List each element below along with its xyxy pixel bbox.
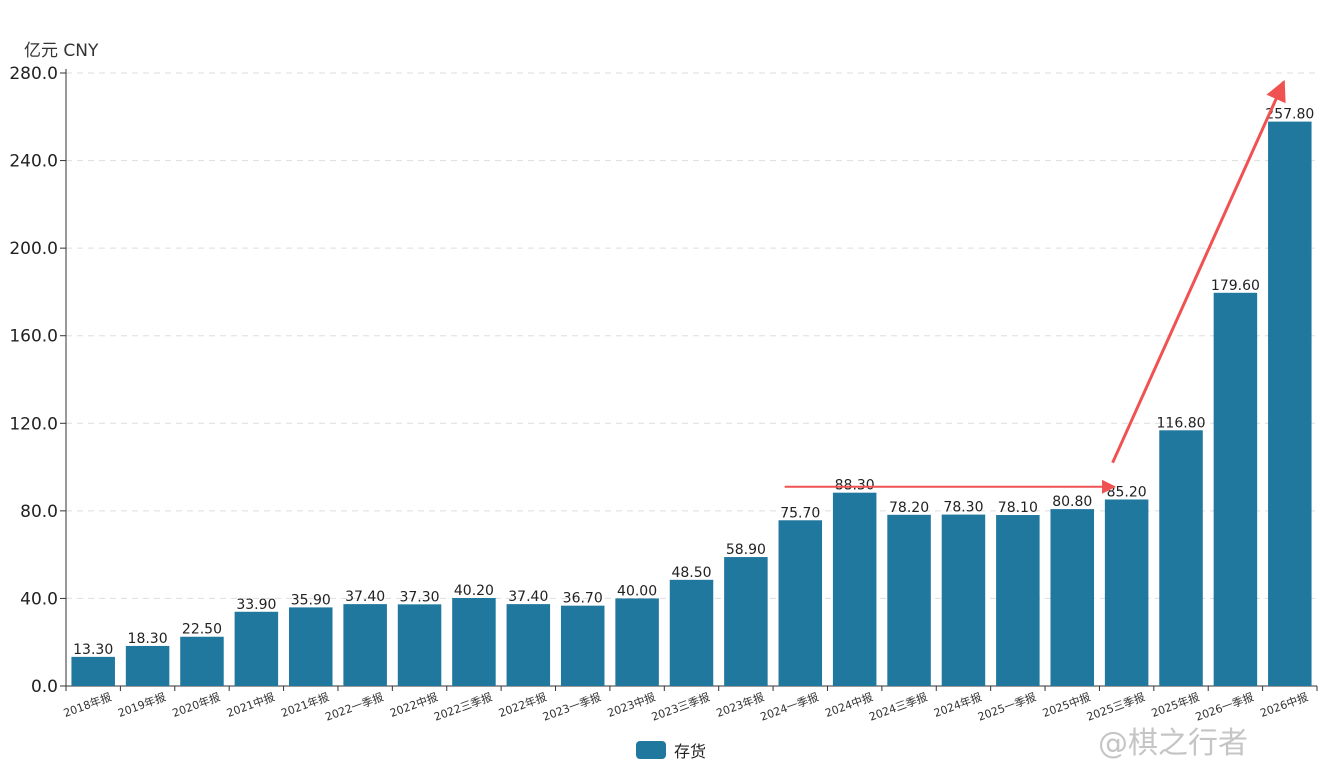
bar <box>996 515 1040 686</box>
x-tick-label: 2022一季报 <box>323 690 385 724</box>
bar-value-label: 48.50 <box>671 565 711 581</box>
bar-value-label: 40.00 <box>617 583 657 599</box>
bar <box>1159 430 1203 686</box>
bar-value-label: 78.30 <box>943 500 983 516</box>
x-tick-label: 2023一季报 <box>541 690 603 724</box>
y-tick-label: 240.0 <box>9 152 58 172</box>
bar <box>724 557 768 686</box>
bar <box>397 604 442 686</box>
legend-swatch <box>636 741 666 759</box>
surge-trend-arrow <box>1111 79 1286 464</box>
bar <box>832 492 877 686</box>
bar-value-label: 58.90 <box>726 542 766 558</box>
bar <box>560 605 605 686</box>
bar-value-label: 257.80 <box>1265 107 1314 123</box>
bar-value-label: 18.30 <box>128 631 168 647</box>
bar-value-label: 179.60 <box>1211 278 1260 294</box>
bar-value-label: 85.20 <box>1107 484 1147 500</box>
x-tick-label: 2022中报 <box>388 690 440 720</box>
bar-value-label: 75.70 <box>780 505 820 521</box>
y-tick-label: 120.0 <box>9 414 58 434</box>
legend-label: 存货 <box>674 742 707 761</box>
x-tick-label: 2024三季报 <box>867 690 929 724</box>
x-tick-label: 2023三季报 <box>649 690 711 724</box>
watermark: @棋之行者 <box>1098 726 1248 761</box>
y-tick-label: 160.0 <box>9 327 58 347</box>
bar-value-label: 37.30 <box>399 589 439 605</box>
bar-value-label: 78.10 <box>998 500 1038 516</box>
y-axis-unit-label: 亿元 CNY <box>24 41 99 61</box>
x-tick-label: 2019年报 <box>116 690 168 720</box>
x-tick-label: 2021中报 <box>225 690 277 720</box>
bar <box>887 514 931 686</box>
x-tick-label: 2025年报 <box>1149 690 1201 720</box>
bar-value-label: 78.20 <box>889 500 929 516</box>
bar <box>125 645 170 686</box>
x-tick-label: 2022年报 <box>497 690 549 720</box>
bar <box>234 611 279 686</box>
bar <box>1050 509 1094 686</box>
x-tick-label: 2018年报 <box>61 690 113 720</box>
bar-value-label: 88.30 <box>835 478 875 494</box>
bar-value-label: 40.20 <box>454 583 494 599</box>
bar <box>778 520 823 686</box>
x-tick-label: 2024中报 <box>823 690 875 720</box>
bar-value-label: 116.80 <box>1157 415 1206 431</box>
y-tick-label: 280.0 <box>9 64 58 84</box>
x-tick-label: 2022三季报 <box>432 690 494 724</box>
x-tick-label: 2021年报 <box>279 690 331 720</box>
x-tick-label: 2020年报 <box>170 690 222 720</box>
bar <box>941 514 986 686</box>
y-tick-label: 200.0 <box>9 239 58 259</box>
bar-value-label: 33.90 <box>236 597 276 613</box>
bar <box>289 607 333 686</box>
bar <box>1104 499 1149 686</box>
x-tick-label: 2024年报 <box>932 690 984 720</box>
x-tick-label: 2025中报 <box>1041 690 1093 720</box>
bar <box>180 636 224 686</box>
bar-value-label: 37.40 <box>508 589 548 605</box>
bar <box>1268 121 1312 686</box>
x-tick-label: 2024一季报 <box>758 690 820 724</box>
y-tick-label: 0.0 <box>31 677 58 697</box>
x-tick-label: 2025一季报 <box>976 690 1038 724</box>
bar-value-label: 35.90 <box>291 592 331 608</box>
chart-legend[interactable]: 存货 <box>636 738 706 762</box>
bar <box>615 598 659 686</box>
bar <box>669 579 714 686</box>
bar <box>1213 292 1258 686</box>
x-tick-label: 2026中报 <box>1258 690 1310 720</box>
bar <box>343 604 387 686</box>
bar-value-label: 13.30 <box>73 642 113 658</box>
y-tick-label: 80.0 <box>20 502 58 522</box>
bar-value-label: 80.80 <box>1052 494 1092 510</box>
bar-value-label: 37.40 <box>345 589 385 605</box>
bar <box>506 604 551 686</box>
bar <box>71 656 115 686</box>
x-tick-label: 2023中报 <box>605 690 657 720</box>
bar <box>452 597 496 686</box>
x-tick-label: 2023年报 <box>714 690 766 720</box>
bar-value-label: 22.50 <box>182 622 222 638</box>
bar-value-label: 36.70 <box>563 591 603 607</box>
y-tick-label: 40.0 <box>20 589 58 609</box>
